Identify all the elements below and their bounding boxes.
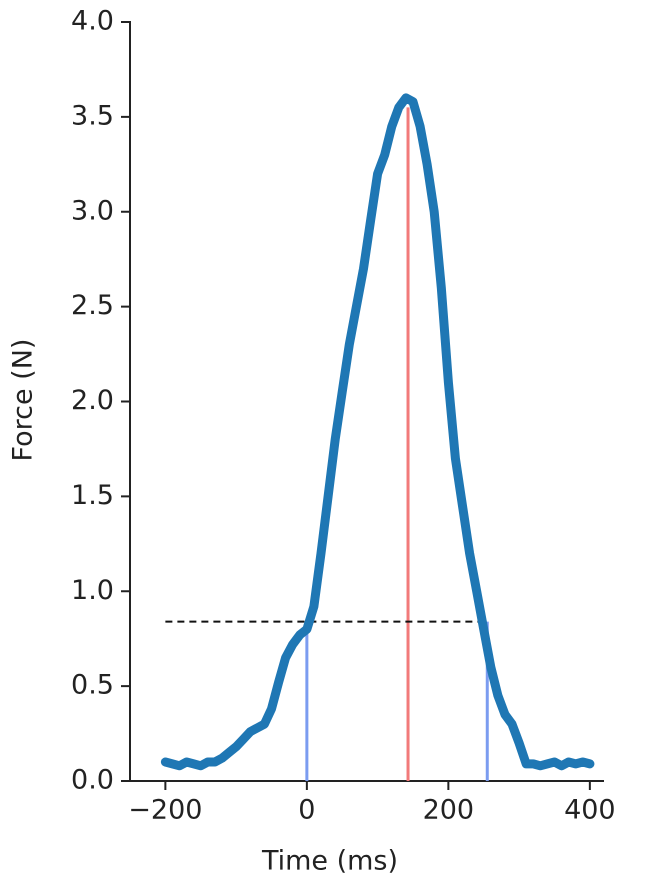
y-tick-label: 0.0 [71, 765, 114, 796]
y-tick-label: 2.0 [71, 385, 114, 416]
force-line [160, 93, 595, 771]
x-tick-label: 400 [564, 795, 616, 826]
y-tick-label: 4.0 [71, 6, 114, 37]
y-tick-label: 1.0 [71, 575, 114, 606]
y-tick-label: 1.5 [71, 480, 114, 511]
y-tick-label: 0.5 [71, 670, 114, 701]
y-tick-label: 3.0 [71, 195, 114, 226]
x-tick-label: 200 [423, 795, 475, 826]
x-tick-label: 0 [298, 795, 315, 826]
x-tick-label: −200 [128, 795, 202, 826]
x-axis-label: Time (ms) [261, 846, 398, 877]
y-axis-label: Force (N) [8, 339, 39, 462]
y-tick-label: 2.5 [71, 290, 114, 321]
y-tick-label: 3.5 [71, 100, 114, 131]
